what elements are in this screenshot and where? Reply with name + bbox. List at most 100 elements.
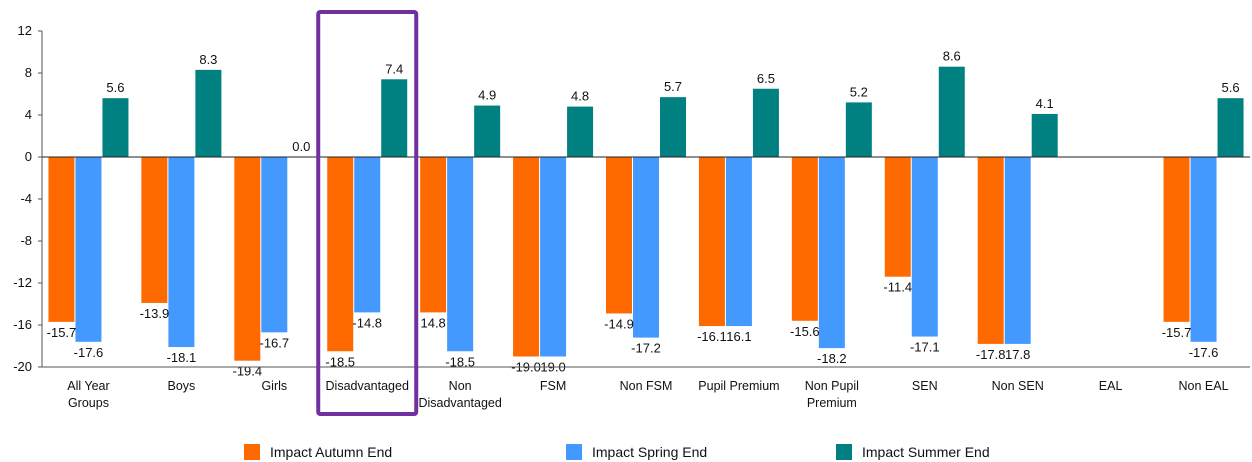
data-label: 5.6 <box>106 80 124 95</box>
bar <box>567 106 594 157</box>
y-tick-label: 0 <box>25 149 32 164</box>
legend-swatch <box>244 444 260 460</box>
data-label: 0.0 <box>292 139 310 154</box>
bar <box>48 157 75 322</box>
x-tick-label: EAL <box>1099 379 1123 393</box>
y-tick-label: -12 <box>13 275 32 290</box>
bar <box>447 157 474 352</box>
bar <box>633 157 659 338</box>
x-tick-label: Non <box>449 379 472 393</box>
data-label: 4.9 <box>478 88 496 103</box>
data-label: -17.6 <box>1189 345 1219 360</box>
bar <box>168 157 195 348</box>
x-tick-label: Non Pupil <box>805 379 859 393</box>
data-label: 8.3 <box>199 52 217 67</box>
bar <box>1031 113 1058 157</box>
x-tick-label: Disadvantaged <box>326 379 409 393</box>
data-label: -14.9 <box>604 316 634 331</box>
data-label: -15.7 <box>47 325 77 340</box>
data-label: -19.4 <box>232 364 262 379</box>
data-label: -18.5 <box>445 354 475 369</box>
x-tick-label: SEN <box>912 379 938 393</box>
data-label: 5.6 <box>1221 80 1239 95</box>
data-label: -18.5 <box>325 354 355 369</box>
y-axis: 12 8 4 0 -4 -8 -12 -16 -20 <box>13 23 43 374</box>
bar <box>102 98 129 157</box>
x-tick-label: Boys <box>167 379 195 393</box>
bar <box>1163 157 1190 322</box>
data-label: -13.9 <box>140 306 170 321</box>
y-tick-label: -4 <box>20 191 32 206</box>
legend-swatch <box>836 444 852 460</box>
data-label: 7.4 <box>385 61 403 76</box>
data-label: -15.6 <box>790 324 820 339</box>
x-axis: All Year Groups Boys Girls Disadvantaged Non D… <box>42 366 1250 410</box>
x-tick-label: Girls <box>261 379 287 393</box>
data-label: -17.2 <box>631 341 661 356</box>
bar <box>725 157 752 327</box>
x-tick-label: Groups <box>68 396 109 410</box>
bar <box>845 102 872 157</box>
data-label: 4.1 <box>1036 96 1054 111</box>
bar <box>818 157 845 349</box>
data-label: 4.8 <box>571 89 589 104</box>
bar <box>513 157 540 357</box>
data-label: -11.4 <box>883 280 912 295</box>
data-label: -18.1 <box>167 350 197 365</box>
data-label: -17.8 <box>976 347 1006 362</box>
bar <box>884 157 911 277</box>
bar <box>75 157 102 342</box>
x-tick-label: Non EAL <box>1179 379 1229 393</box>
data-label: 14.8 <box>420 315 445 330</box>
bar <box>977 157 1004 344</box>
bar <box>606 157 632 314</box>
bar <box>195 69 222 157</box>
bar <box>420 157 447 313</box>
y-tick-label: -8 <box>20 233 32 248</box>
y-tick-label: 4 <box>25 107 32 122</box>
bar <box>911 157 938 337</box>
data-label: -17.1 <box>910 340 940 355</box>
data-label: -14.8 <box>352 315 382 330</box>
data-label: 17.8 <box>1005 347 1030 362</box>
data-label: -18.2 <box>817 351 847 366</box>
x-tick-label: Disadvantaged <box>418 396 501 410</box>
x-tick-label: Premium <box>807 396 857 410</box>
data-label: 5.2 <box>850 84 868 99</box>
x-tick-label: Pupil Premium <box>698 379 779 393</box>
data-label: 8.6 <box>943 49 961 64</box>
x-tick-label: FSM <box>540 379 566 393</box>
bars <box>48 66 1244 361</box>
bar <box>474 105 501 157</box>
bar <box>752 88 779 157</box>
data-label: -16.1 <box>697 329 727 344</box>
y-tick-label: 8 <box>25 65 32 80</box>
x-tick-label: Non SEN <box>992 379 1044 393</box>
data-label: -15.7 <box>1162 325 1192 340</box>
bar <box>381 79 408 157</box>
data-label: -16.7 <box>259 335 289 350</box>
legend-swatch <box>566 444 582 460</box>
bar <box>938 66 965 157</box>
x-tick-label: Non FSM <box>620 379 673 393</box>
bar <box>698 157 725 327</box>
bar <box>660 97 686 157</box>
y-tick-label: 12 <box>18 23 32 38</box>
data-label: -17.6 <box>74 345 104 360</box>
bar <box>141 157 168 303</box>
highlight-layer <box>316 10 419 416</box>
bar <box>327 157 354 352</box>
data-labels: -15.7-13.9-19.4-18.514.8-19.0-14.9-16.1-… <box>47 49 1240 379</box>
data-label: 5.7 <box>664 79 682 94</box>
data-label: 16.1 <box>726 329 751 344</box>
x-tick-label: All Year <box>67 379 109 393</box>
y-tick-label: -16 <box>13 317 32 332</box>
bar <box>1190 157 1217 342</box>
legend: Impact Autumn End Impact Spring End Impact… <box>244 444 990 460</box>
data-label: 6.5 <box>757 71 775 86</box>
bar <box>791 157 818 321</box>
legend-label: Impact Summer End <box>862 444 990 460</box>
bar <box>1217 98 1244 157</box>
legend-label: Impact Autumn End <box>270 444 392 460</box>
